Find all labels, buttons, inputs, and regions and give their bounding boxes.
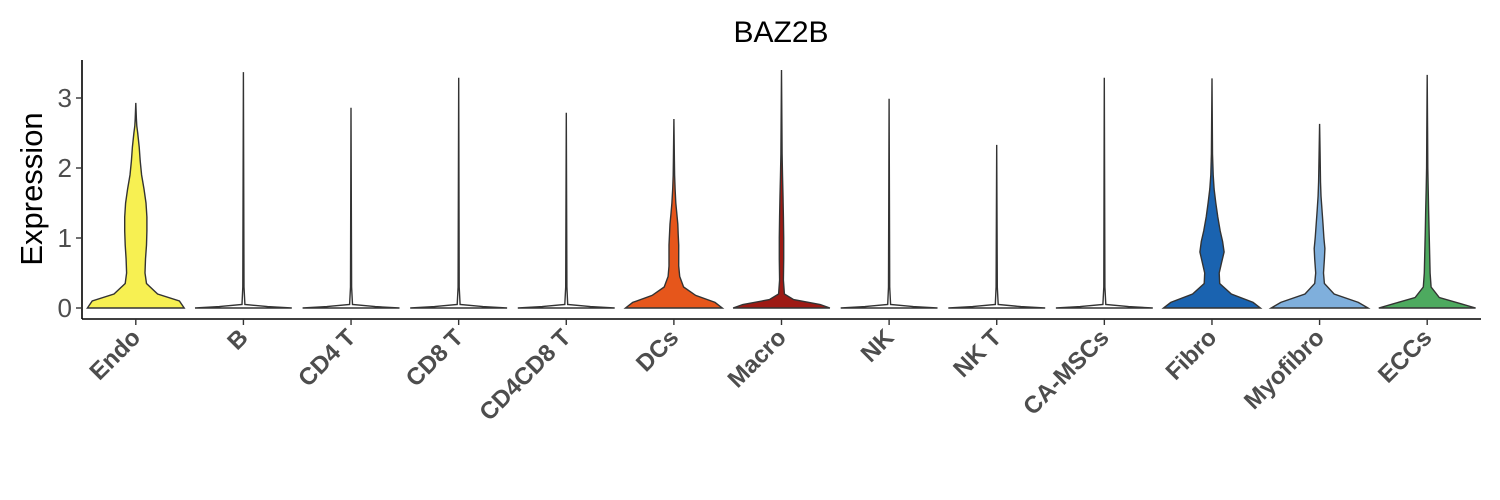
x-tick-label: DCs <box>631 324 684 377</box>
violin-macro <box>732 69 831 309</box>
x-tick-label: Myofibro <box>1239 324 1330 415</box>
x-tick-label: ECCs <box>1373 324 1437 388</box>
x-tick-label: Endo <box>85 324 147 386</box>
violin-nk-t <box>948 144 1046 309</box>
x-tick-label: CD8 T <box>401 324 469 392</box>
x-tick-label: B <box>222 324 253 355</box>
x-tick-label: CD4CD8 T <box>474 324 576 426</box>
x-tick-label: CA-MSCs <box>1018 324 1114 420</box>
x-tick-label: Fibro <box>1161 324 1223 386</box>
y-tick-label: 1 <box>58 223 72 253</box>
x-tick-label: Macro <box>723 324 792 393</box>
violin-b <box>194 72 292 309</box>
chart-title: BAZ2B <box>733 16 828 49</box>
y-tick-label: 2 <box>58 153 72 183</box>
y-axis-label: Expression <box>14 112 49 265</box>
violin-cd4-t <box>302 107 400 309</box>
violins-layer <box>86 69 1476 309</box>
violin-eccs <box>1378 74 1476 309</box>
violin-cd8-t <box>410 77 508 309</box>
y-ticks: 0 1 2 3 <box>58 83 82 323</box>
x-ticks: Endo B CD4 T CD8 T CD4CD8 T DCs Macro NK NK T CA-… <box>85 319 1437 426</box>
violin-cd4cd8-t <box>517 112 615 309</box>
violin-fibro <box>1161 78 1263 309</box>
y-tick-label: 0 <box>58 293 72 323</box>
y-tick-label: 3 <box>58 83 72 113</box>
violin-dcs <box>623 118 725 309</box>
violin-endo <box>86 102 186 309</box>
violin-myofibro <box>1268 123 1371 309</box>
x-tick-label: CD4 T <box>293 324 361 392</box>
x-tick-label: NK T <box>948 324 1007 383</box>
violin-ca-mscs <box>1055 77 1153 309</box>
x-tick-label: NK <box>856 324 900 368</box>
violin-nk <box>840 98 938 309</box>
